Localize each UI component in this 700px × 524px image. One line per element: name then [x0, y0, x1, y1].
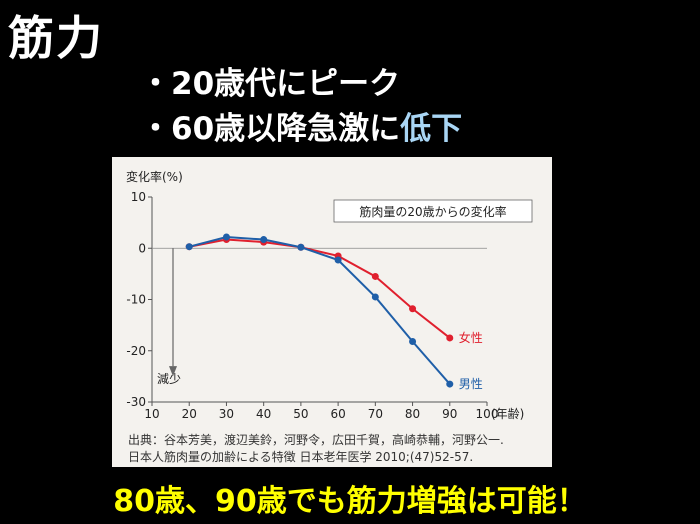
- slide-title: 筋力: [8, 11, 104, 65]
- y-tick-label: -10: [126, 293, 146, 307]
- x-tick-label: 70: [368, 407, 383, 421]
- x-tick-label: 50: [293, 407, 308, 421]
- data-point: [334, 256, 342, 264]
- x-tick-label: 10: [144, 407, 159, 421]
- x-tick-label: 60: [330, 407, 345, 421]
- bullet-decline: ・60歳以降急激に低下: [140, 103, 462, 148]
- bullet-peak: ・20歳代にピーク: [140, 58, 400, 103]
- source-citation-line2: 日本人筋肉量の加齢による特徴 日本老年医学 2010;(47)52-57.: [128, 450, 474, 464]
- y-axis-title: 変化率(%): [126, 169, 183, 184]
- y-tick-label: -20: [126, 344, 146, 358]
- bullet-decline-text: 60歳以降急激に: [171, 111, 401, 147]
- data-point: [409, 305, 417, 313]
- series-line: [188, 235, 451, 385]
- x-tick-label: 100: [476, 407, 499, 421]
- series-label: 男性: [459, 377, 483, 391]
- source-citation-line1: 出典：谷本芳美，渡辺美鈴，河野令，広田千賀，高崎恭輔，河野公一.: [128, 433, 504, 447]
- data-point: [185, 243, 193, 251]
- chart-caption-box: [333, 199, 533, 223]
- bullet-marker: ・: [140, 111, 171, 147]
- bullet-peak-text: 20歳代にピーク: [171, 66, 401, 102]
- x-tick-label: 40: [256, 407, 271, 421]
- bullet-decline-highlight: 低下: [400, 111, 463, 147]
- decrease-arrow-label: 減少: [157, 371, 181, 386]
- decrease-arrow-head: [169, 366, 177, 377]
- data-point: [446, 380, 454, 388]
- data-point: [409, 338, 417, 346]
- y-tick-label: 0: [138, 241, 146, 255]
- x-tick-label: 90: [442, 407, 457, 421]
- y-tick-label: -30: [126, 395, 146, 409]
- bullet-marker: ・: [140, 66, 171, 102]
- data-point: [297, 243, 305, 251]
- data-point: [260, 236, 268, 244]
- conclusion-text: 80歳、90歳でも筋力増強は可能！: [113, 484, 587, 519]
- data-point: [371, 293, 379, 301]
- y-tick-label: 10: [131, 190, 146, 204]
- data-point: [371, 272, 379, 280]
- x-tick-label: 20: [182, 407, 197, 421]
- series-label: 女性: [459, 330, 483, 345]
- x-tick-label: 80: [405, 407, 420, 421]
- data-point: [446, 334, 454, 342]
- chart-panel: 10 0 -10 -20 -30 10 20 30 40 50 60 70 80 90 100 変化率(%)(…: [112, 157, 552, 467]
- x-tick-label: 30: [219, 407, 234, 421]
- data-point: [222, 233, 230, 241]
- series-line: [189, 238, 451, 339]
- x-axis-title: (年齢): [491, 406, 524, 421]
- chart-caption: 筋肉量の20歳からの変化率: [359, 204, 506, 219]
